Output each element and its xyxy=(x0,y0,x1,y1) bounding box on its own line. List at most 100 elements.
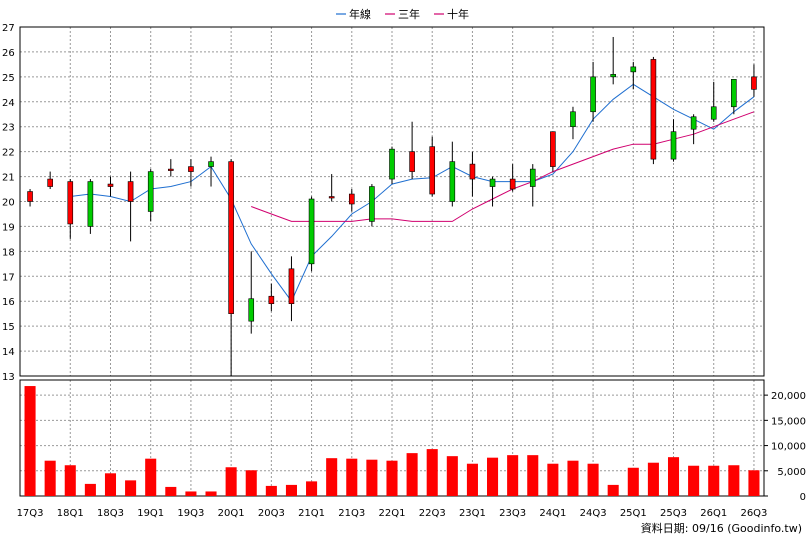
x-tick-label: 21Q1 xyxy=(298,508,325,519)
ma-line-1 xyxy=(251,111,755,222)
volume-tick-label: 0 xyxy=(800,492,806,503)
x-tick-label: 20Q1 xyxy=(218,508,245,519)
volume-bar xyxy=(547,463,559,496)
candle xyxy=(47,171,53,190)
x-tick-label: 24Q1 xyxy=(539,508,566,519)
candle xyxy=(87,179,94,234)
moving-average-lines xyxy=(70,83,755,303)
candle xyxy=(429,136,436,197)
price-tick-label: 26 xyxy=(2,48,15,59)
volume-bar xyxy=(265,485,277,496)
x-tick-label: 19Q3 xyxy=(177,508,204,519)
candle-body xyxy=(27,191,33,202)
candle-body xyxy=(369,186,375,222)
volume-bar xyxy=(748,470,760,496)
candle xyxy=(570,106,576,140)
volume-tick-label: 15,000 xyxy=(771,416,806,427)
x-tick-label: 26Q1 xyxy=(700,508,727,519)
candle-body xyxy=(308,198,315,265)
candle-body xyxy=(107,183,114,187)
volume-bar xyxy=(688,465,700,496)
candle xyxy=(670,119,677,162)
candle-body xyxy=(228,161,234,314)
candle-body xyxy=(509,178,516,190)
volume-bar xyxy=(667,457,680,496)
volume-tick-label: 10,000 xyxy=(771,442,806,453)
candle-body xyxy=(429,146,436,195)
volume-bar xyxy=(44,460,56,496)
volume-bar xyxy=(627,467,639,496)
price-tick-label: 20 xyxy=(2,198,15,209)
volume-bar xyxy=(145,458,157,496)
x-tick-label: 20Q3 xyxy=(258,508,285,519)
volume-bar xyxy=(64,465,76,496)
x-tick-label: 19Q1 xyxy=(137,508,164,519)
candle-body xyxy=(47,178,53,187)
candle-body xyxy=(570,111,576,128)
price-panel-frame xyxy=(19,26,765,377)
x-tick-label: 18Q1 xyxy=(57,508,84,519)
x-tick-label: 17Q3 xyxy=(17,508,44,519)
volume-bar xyxy=(104,473,117,496)
volume-bar xyxy=(466,463,478,496)
candle xyxy=(67,179,74,239)
volume-bar xyxy=(406,453,418,496)
x-tick-label: 23Q1 xyxy=(459,508,486,519)
candle xyxy=(389,146,395,185)
candle-body xyxy=(409,151,415,172)
x-tick-label: 22Q3 xyxy=(419,508,446,519)
candle-body xyxy=(690,116,697,130)
volume-bar xyxy=(587,463,599,496)
x-tick-label: 26Q3 xyxy=(740,508,767,519)
price-tick-label: 19 xyxy=(2,222,15,233)
volume-bar xyxy=(165,486,177,496)
volume-bar xyxy=(125,480,137,496)
candle xyxy=(751,64,757,97)
volume-bar xyxy=(607,484,619,496)
candle-body xyxy=(550,131,556,167)
volume-bar xyxy=(507,455,519,496)
price-tick-label: 14 xyxy=(2,347,15,358)
price-tick-label: 13 xyxy=(2,372,15,383)
candle xyxy=(27,189,33,207)
candle xyxy=(107,176,114,197)
x-axis: 17Q3 18Q1 18Q3 19Q1 19Q3 20Q1 20Q3 21Q1 21Q3 22Q1… xyxy=(17,508,768,519)
candle-body xyxy=(168,168,174,171)
volume-bar xyxy=(285,484,297,496)
volume-bar xyxy=(205,491,217,496)
candle xyxy=(147,169,154,222)
price-tick-label: 16 xyxy=(2,297,15,308)
candle-body xyxy=(188,166,194,172)
candle xyxy=(469,151,476,197)
candle-body xyxy=(710,106,717,120)
volume-tick-label: 20,000 xyxy=(771,391,806,402)
volume-bar xyxy=(446,456,458,496)
source-label: 資料日期: 09/16 (Goodinfo.tw) xyxy=(641,521,802,535)
volume-bar xyxy=(346,458,358,496)
candle-body xyxy=(670,131,677,160)
candle xyxy=(348,189,355,212)
price-tick-label: 22 xyxy=(2,148,15,159)
candle xyxy=(369,184,375,227)
candle-body xyxy=(328,196,335,199)
candle-body xyxy=(268,295,275,305)
volume-bar xyxy=(386,460,398,496)
x-tick-label: 18Q3 xyxy=(97,508,124,519)
candle xyxy=(650,56,657,165)
candle-body xyxy=(590,76,596,113)
candle xyxy=(268,283,275,312)
volume-bar xyxy=(326,458,338,496)
legend-label-1: 三年 xyxy=(398,7,420,21)
volume-bar xyxy=(84,483,96,496)
candle-body xyxy=(630,66,637,73)
price-grid xyxy=(20,27,764,376)
candle xyxy=(690,114,697,145)
volume-axis: 0 5,000 10,000 15,000 20,000 xyxy=(764,391,806,503)
price-tick-label: 17 xyxy=(2,272,15,283)
candle xyxy=(127,171,134,242)
volume-bar xyxy=(527,455,539,496)
price-tick-label: 18 xyxy=(2,247,15,258)
candle xyxy=(168,159,174,177)
volume-bar xyxy=(567,460,579,496)
